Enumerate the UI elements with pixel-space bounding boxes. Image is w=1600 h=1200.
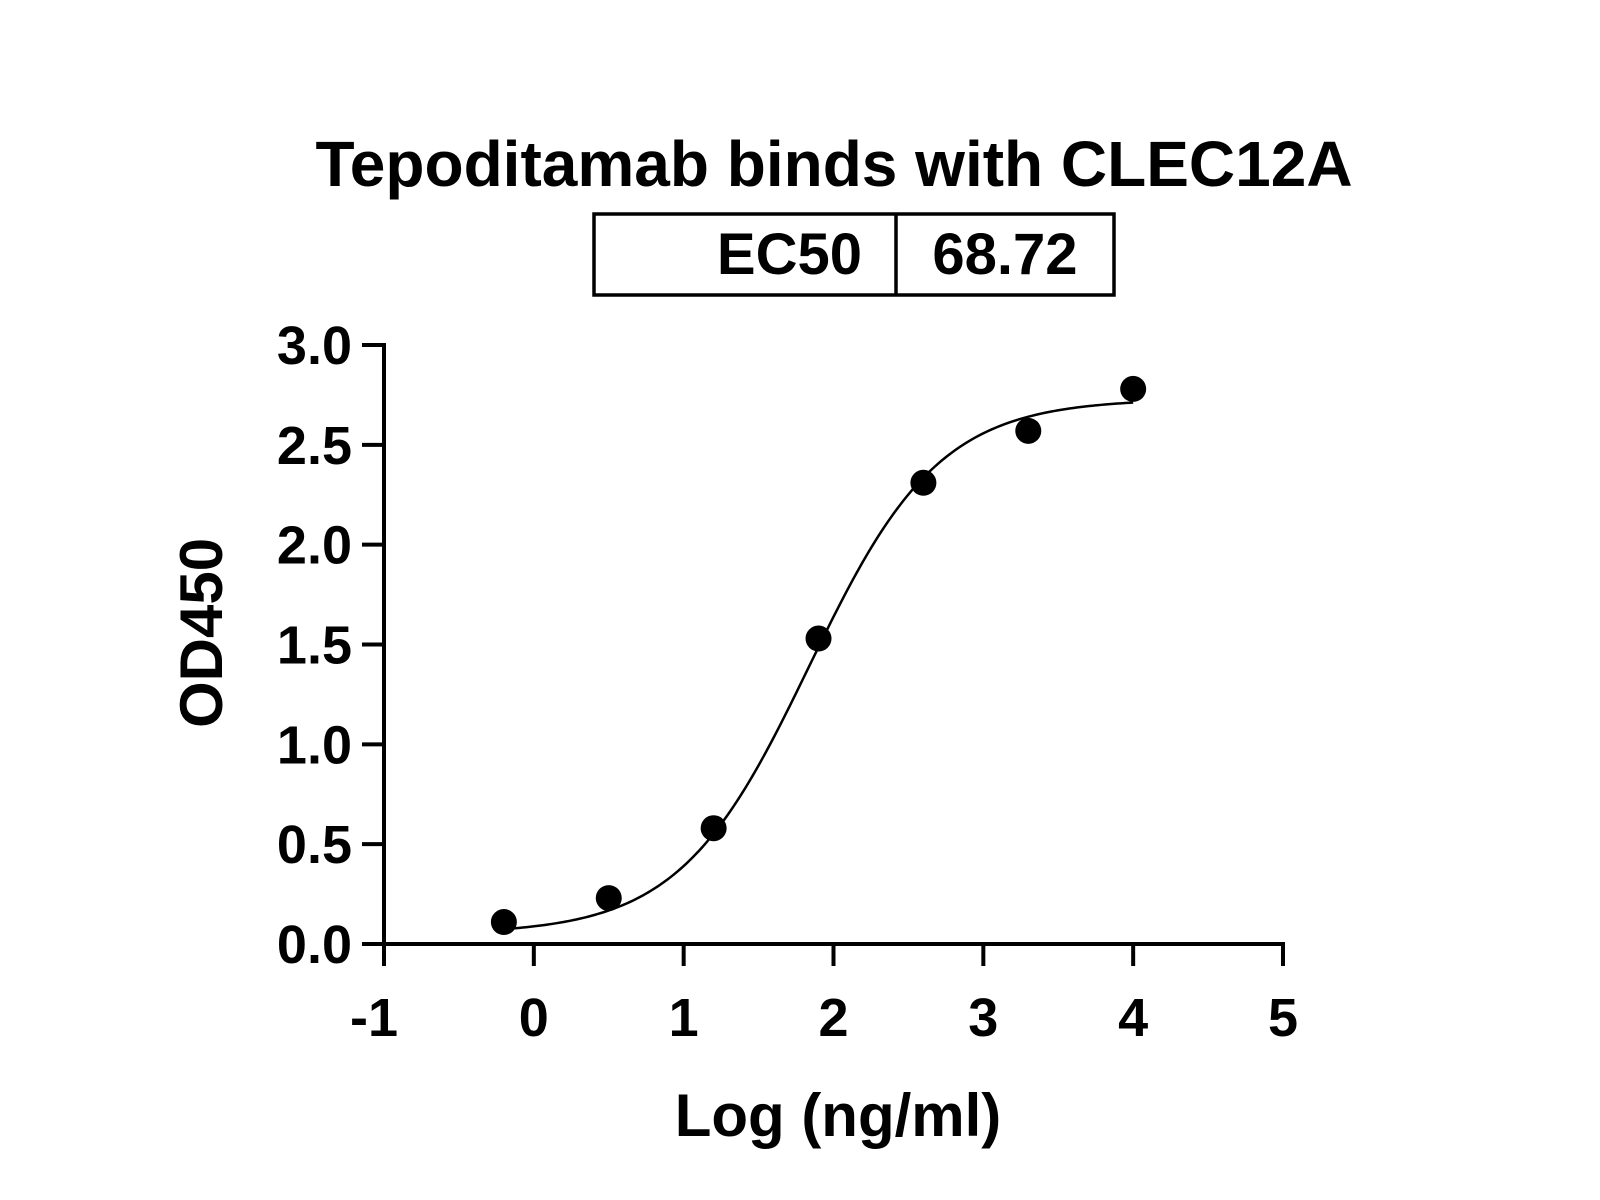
ec50-label: EC50: [717, 222, 862, 287]
y-tick-label: 0.5: [277, 815, 352, 875]
y-tick-label: 2.5: [277, 416, 352, 476]
data-point: [700, 815, 727, 842]
data-point: [490, 909, 517, 936]
x-axis-title: Log (ng/ml): [675, 1082, 1002, 1149]
data-point: [1015, 417, 1042, 444]
x-tick-label: 4: [1118, 988, 1148, 1048]
ec50-table-border: [592, 212, 1116, 297]
x-tick-label: -1: [350, 988, 398, 1048]
data-points: [490, 375, 1147, 936]
x-tick-label: 2: [818, 988, 848, 1048]
y-axis-title: OD450: [168, 538, 235, 728]
data-point: [595, 885, 622, 912]
y-tick-label: 1.0: [277, 715, 352, 775]
x-tick-label: 0: [519, 988, 549, 1048]
x-tick-label: 5: [1268, 988, 1298, 1048]
ec50-table: EC50 68.72: [592, 212, 1116, 297]
x-tick-label: 1: [669, 988, 699, 1048]
y-tick-label: 1.5: [277, 616, 352, 676]
chart-title: Tepoditamab binds with CLEC12A: [315, 128, 1352, 200]
y-tick-label: 2.0: [277, 516, 352, 576]
x-ticks: -1 0 1 2 3 4 5: [350, 944, 1298, 1048]
data-point: [1120, 375, 1147, 402]
ec50-value: 68.72: [932, 222, 1077, 287]
y-tick-label: 3.0: [277, 316, 352, 376]
y-ticks: 0.0 0.5 1.0 1.5 2.0 2.5 3.0: [277, 316, 384, 975]
x-tick-label: 3: [968, 988, 998, 1048]
y-tick-label: 0.0: [277, 915, 352, 975]
data-point: [805, 625, 832, 652]
data-point: [910, 469, 937, 496]
